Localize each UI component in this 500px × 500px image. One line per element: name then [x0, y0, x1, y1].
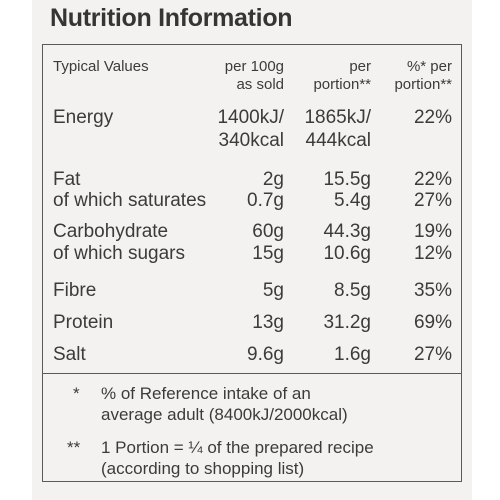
- footnote-ri-mark: *: [73, 384, 80, 403]
- protein-per100: 13g: [252, 312, 284, 333]
- header-per100-line1: per 100g: [224, 58, 284, 75]
- nutrition-panel: Nutrition Information Typical Values per…: [32, 0, 472, 500]
- fat-pct: 22%: [413, 169, 452, 190]
- carbohydrate-portion: 44.3g: [323, 221, 371, 242]
- carbohydrate-pct: 19%: [413, 221, 452, 242]
- salt-pct: 27%: [413, 344, 452, 365]
- fat-per100: 2g: [262, 169, 284, 190]
- protein-pct: 69%: [413, 312, 452, 333]
- protein-portion: 31.2g: [323, 312, 371, 333]
- header-pct-line1: %* per: [406, 58, 452, 75]
- row-label-fibre: Fibre: [53, 280, 97, 301]
- panel-title: Nutrition Information: [50, 4, 293, 32]
- energy-portion-kj: 1865kJ/: [304, 107, 371, 128]
- sugars-pct: 12%: [413, 243, 452, 264]
- row-label-fat: Fat: [53, 169, 81, 190]
- sugars-per100: 15g: [252, 243, 284, 264]
- fibre-per100: 5g: [262, 280, 284, 301]
- row-label-sugars: of which sugars: [53, 243, 186, 264]
- footnote-divider: [43, 373, 461, 374]
- row-label-protein: Protein: [53, 312, 114, 333]
- salt-per100: 9.6g: [247, 344, 284, 365]
- row-label-salt: Salt: [53, 344, 86, 365]
- footnote-portion-mark: **: [67, 438, 81, 457]
- header-portion-line1: per: [349, 58, 371, 75]
- salt-portion: 1.6g: [334, 344, 371, 365]
- saturates-pct: 27%: [413, 190, 452, 211]
- energy-pct: 22%: [413, 107, 452, 128]
- energy-portion-kcal: 444kcal: [305, 130, 372, 151]
- fibre-portion: 8.5g: [334, 280, 371, 301]
- header-pct-line2: portion**: [394, 76, 452, 93]
- row-label-saturates: of which saturates: [53, 190, 207, 211]
- energy-per100-kj: 1400kJ/: [217, 107, 284, 128]
- nutrition-table: Typical Values per 100g as sold per port…: [42, 44, 462, 482]
- footnote-portion-line1: 1 Portion = ¼ of the prepared recipe: [101, 438, 374, 457]
- row-label-carbohydrate: Carbohydrate: [53, 221, 169, 242]
- footnote-portion-line2: (according to shopping list): [101, 459, 305, 478]
- carbohydrate-per100: 60g: [252, 221, 284, 242]
- header-per100-line2: as sold: [236, 76, 284, 93]
- saturates-portion: 5.4g: [334, 190, 371, 211]
- fat-portion: 15.5g: [323, 169, 371, 190]
- footnote-ri-line2: average adult (8400kJ/2000kcal): [101, 405, 348, 424]
- header-typical-values: Typical Values: [53, 58, 149, 75]
- saturates-per100: 0.7g: [247, 190, 284, 211]
- footnote-ri-line1: % of Reference intake of an: [101, 384, 311, 403]
- fibre-pct: 35%: [413, 280, 452, 301]
- row-label-energy: Energy: [53, 107, 114, 128]
- header-portion-line2: portion**: [313, 76, 371, 93]
- sugars-portion: 10.6g: [323, 243, 371, 264]
- energy-per100-kcal: 340kcal: [218, 130, 285, 151]
